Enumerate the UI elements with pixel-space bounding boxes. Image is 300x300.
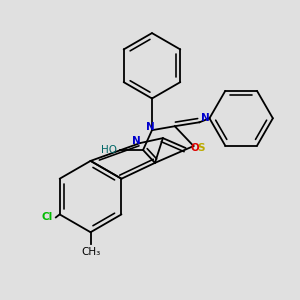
Text: HO: HO bbox=[101, 145, 117, 155]
Text: O: O bbox=[190, 143, 200, 153]
Text: S: S bbox=[198, 143, 205, 153]
Text: Cl: Cl bbox=[42, 212, 53, 222]
Text: N: N bbox=[200, 113, 209, 123]
Text: N: N bbox=[132, 136, 140, 146]
Text: CH₃: CH₃ bbox=[81, 247, 100, 257]
Text: N: N bbox=[146, 122, 154, 132]
